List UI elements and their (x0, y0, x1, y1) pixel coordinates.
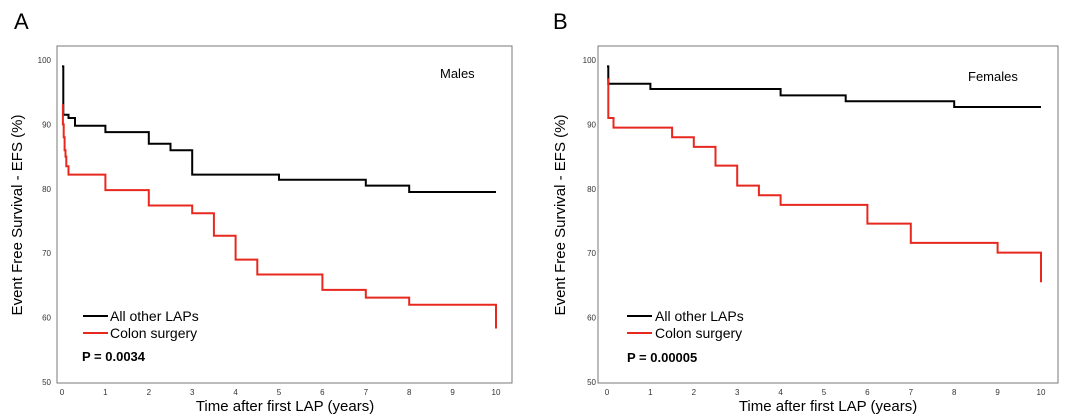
x-tick-label: 9 (450, 388, 455, 397)
plot-frame (56, 45, 513, 384)
y-tick-label: 50 (587, 378, 596, 387)
x-tick-label: 5 (277, 388, 282, 397)
group-label: Females (968, 69, 1018, 84)
x-tick-label: 8 (952, 388, 957, 397)
y-tick-label: 100 (38, 56, 52, 65)
y-tick-label: 50 (42, 378, 51, 387)
x-tick-label: 3 (190, 388, 195, 397)
y-tick-label: 80 (42, 185, 51, 194)
series-line-all-other-laps (62, 65, 496, 193)
x-tick-label: 6 (320, 388, 325, 397)
series-line-colon-surgery (607, 78, 1042, 283)
x-tick-label: 9 (995, 388, 1000, 397)
x-tick-label: 1 (103, 388, 108, 397)
legend-label-all-other: All other LAPs (110, 308, 199, 324)
y-tick-label: 80 (587, 185, 596, 194)
group-label: Males (440, 66, 475, 81)
p-value: P = 0.0034 (82, 349, 146, 364)
series-group (61, 65, 497, 329)
x-tick-label: 6 (865, 388, 870, 397)
x-tick-label: 7 (909, 388, 914, 397)
y-tick-group: 50 60 70 80 90 100 (38, 56, 52, 387)
y-tick-group: 50 60 70 80 90 100 (583, 56, 597, 387)
x-tick-label: 0 (605, 388, 610, 397)
y-tick-label: 60 (42, 314, 51, 323)
x-tick-label: 3 (735, 388, 740, 397)
x-tick-label: 10 (1037, 388, 1046, 397)
y-axis-label: Event Free Survival - EFS (%) (552, 115, 569, 316)
x-axis-label: Time after first LAP (years) (739, 398, 917, 415)
x-tick-label: 2 (692, 388, 697, 397)
legend-label-colon: Colon surgery (655, 325, 742, 341)
x-tick-group: 0 1 2 3 4 5 6 7 8 9 10 (60, 388, 501, 397)
x-tick-group: 0 1 2 3 4 5 6 7 8 9 10 (605, 388, 1046, 397)
y-tick-label: 70 (587, 249, 596, 258)
x-tick-label: 1 (648, 388, 653, 397)
plot-frame (597, 45, 1059, 384)
x-tick-label: 0 (60, 388, 65, 397)
legend: All other LAPs Colon surgery (627, 308, 744, 341)
panel-a: A Males Time after first LAP (years) Eve… (9, 9, 513, 415)
legend-label-all-other: All other LAPs (655, 308, 744, 324)
x-tick-label: 2 (147, 388, 152, 397)
x-tick-label: 10 (492, 388, 501, 397)
panel-letter: A (14, 9, 29, 34)
x-tick-label: 5 (822, 388, 827, 397)
x-axis-label: Time after first LAP (years) (196, 398, 374, 415)
x-tick-label: 7 (364, 388, 369, 397)
y-tick-label: 60 (587, 314, 596, 323)
p-value: P = 0.00005 (627, 350, 697, 365)
panel-letter: B (553, 9, 568, 34)
y-axis-label: Event Free Survival - EFS (%) (9, 115, 26, 316)
y-tick-label: 90 (587, 120, 596, 129)
panel-b: B Females Time after first LAP (years) E… (552, 9, 1059, 415)
series-line-colon-surgery (61, 104, 497, 329)
legend-label-colon: Colon surgery (110, 325, 197, 341)
series-group (607, 65, 1042, 283)
legend: All other LAPs Colon surgery (83, 308, 199, 341)
y-tick-label: 90 (42, 120, 51, 129)
x-tick-label: 4 (778, 388, 783, 397)
y-tick-label: 70 (42, 249, 51, 258)
y-tick-label: 100 (583, 56, 597, 65)
x-tick-label: 4 (233, 388, 238, 397)
x-tick-label: 8 (407, 388, 412, 397)
